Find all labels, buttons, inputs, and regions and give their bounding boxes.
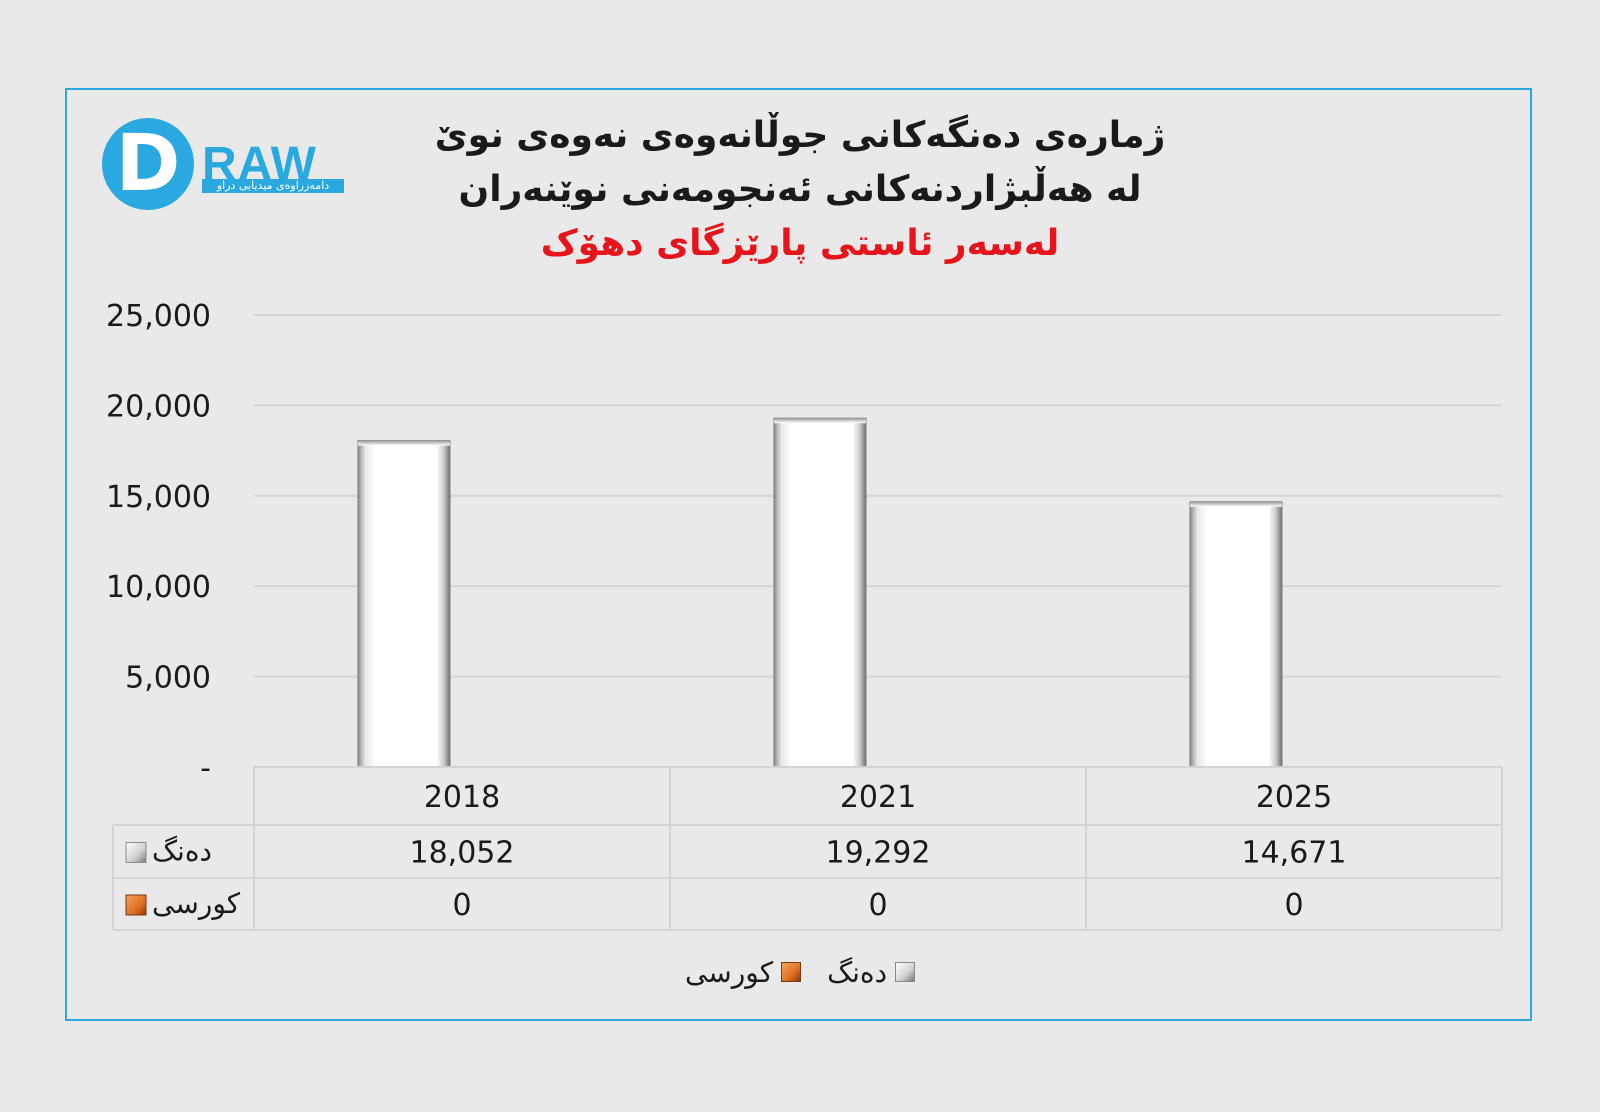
bars bbox=[357, 417, 1283, 768]
y-tick-label: 10,000 bbox=[106, 570, 211, 605]
legend-label-seats: کورسی bbox=[684, 955, 774, 989]
legend-swatch-votes bbox=[895, 962, 916, 982]
chart-subtitle: لەسەر ئاستی پارێزگای دهۆک bbox=[540, 223, 1060, 264]
data-table: 2018 2021 2025 دەنگ 18,052 19,292 14,671 کورسی 0… bbox=[112, 766, 1503, 931]
table-legend-key bbox=[125, 894, 147, 916]
legend-item-votes: دەنگ bbox=[827, 955, 916, 989]
y-tick-label: - bbox=[200, 751, 211, 786]
legend-swatch-seats bbox=[781, 962, 802, 982]
legend: دەنگ کورسی bbox=[660, 950, 940, 994]
logo-tagline: دامەزراوەی میدیایی دراو bbox=[202, 179, 344, 193]
chart-title-line-1: ژمارەی دەنگەکانی جوڵانەوەی نەوەی نوێ bbox=[434, 115, 1166, 156]
bar-votes-2025 bbox=[1189, 501, 1283, 768]
table-cell-value: 0 bbox=[1284, 888, 1303, 923]
chart-frame bbox=[65, 88, 1532, 1021]
table-cell-value: 14,671 bbox=[1242, 836, 1347, 871]
y-axis-ticks: - 5,000 10,000 15,000 20,000 25,000 bbox=[106, 299, 211, 786]
logo-letter: D bbox=[115, 119, 181, 209]
x-category-label: 2018 bbox=[424, 780, 500, 815]
table-cell-value: 18,052 bbox=[410, 836, 515, 871]
chart-title-line-2: لە هەڵبژاردنەکانی ئەنجومەنی نوێنەران bbox=[458, 169, 1142, 210]
table-row-label: کورسی bbox=[152, 887, 241, 920]
y-tick-label: 15,000 bbox=[106, 480, 211, 515]
table-cell-value: 19,292 bbox=[826, 836, 931, 871]
table-cell-value: 0 bbox=[868, 888, 887, 923]
gridlines bbox=[254, 314, 1502, 678]
table-row-label: دەنگ bbox=[152, 835, 212, 868]
x-category-label: 2025 bbox=[1256, 780, 1332, 815]
legend-item-seats: کورسی bbox=[684, 955, 802, 989]
bar-top-bevel bbox=[774, 418, 866, 424]
table-cell-value: 0 bbox=[452, 888, 471, 923]
bar-top-bevel bbox=[1190, 501, 1282, 507]
bar-top-bevel bbox=[358, 440, 450, 446]
x-category-label: 2021 bbox=[840, 780, 916, 815]
y-tick-label: 25,000 bbox=[106, 299, 211, 334]
legend-label-votes: دەنگ bbox=[827, 955, 888, 989]
table-legend-key bbox=[125, 842, 147, 863]
y-tick-label: 20,000 bbox=[106, 389, 211, 424]
bar-votes-2021 bbox=[773, 417, 867, 768]
logo-circle bbox=[102, 118, 194, 210]
y-tick-label: 5,000 bbox=[125, 661, 211, 696]
bar-votes-2018 bbox=[357, 440, 451, 768]
